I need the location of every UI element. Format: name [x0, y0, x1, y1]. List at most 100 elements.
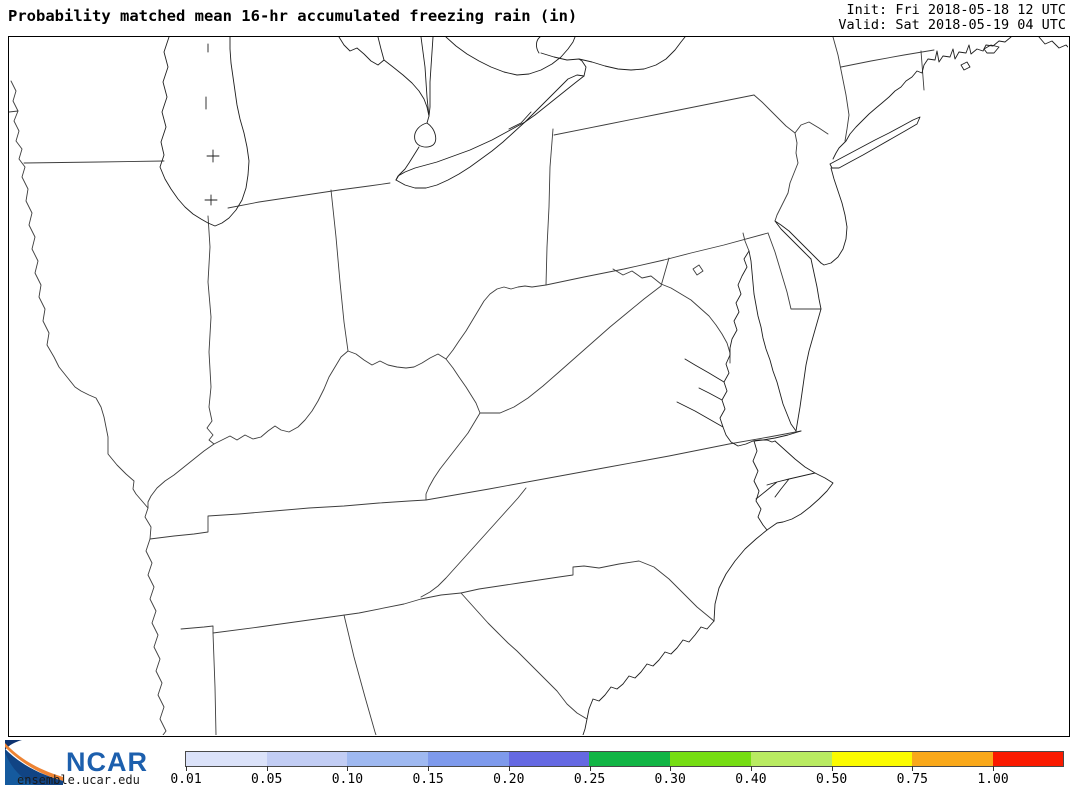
- delaware-bay: [774, 220, 822, 264]
- ncar-logo-orange-arc: [5, 743, 63, 781]
- long-island: [829, 116, 921, 169]
- colorbar-segment: [186, 752, 267, 766]
- lake-michigan-graticule-ticks: [204, 43, 220, 206]
- york-river-inlet: [698, 387, 723, 401]
- map-panel: [8, 36, 1070, 737]
- colorbar-segment: [750, 752, 832, 766]
- colorbar-segments: [186, 752, 1063, 766]
- colorbar-tick-label: 0.25: [573, 772, 606, 787]
- valid-time: Valid: Sat 2018-05-19 04 UTC: [838, 17, 1066, 33]
- pamlico-sound-lines: [755, 472, 816, 500]
- georgian-bay-arc: [445, 37, 576, 76]
- virginia-northcarolina-border: [425, 430, 802, 501]
- page-title: Probability matched mean 16-hr accumulat…: [8, 7, 578, 25]
- colorbar-segment: [589, 752, 671, 766]
- colorbar-tick-label: 0.30: [654, 772, 686, 787]
- carolina-mainland-shore: [752, 440, 768, 531]
- colorbar-tick: [266, 766, 268, 771]
- coastlines-and-lakes: [159, 37, 1068, 735]
- westvirginia-virginia-border: [479, 285, 662, 414]
- colorbar-tick-label: 0.75: [896, 772, 928, 787]
- kentucky-tennessee-border: [149, 499, 427, 540]
- saginaw-bay: [338, 37, 385, 66]
- colorbar-tick: [589, 766, 591, 771]
- init-time: Init: Fri 2018-05-18 12 UTC: [846, 2, 1066, 18]
- northcarolina-southcarolina-border: [460, 560, 715, 622]
- ncar-logo-blue-body: [5, 749, 63, 785]
- ohio-river-lower: [147, 443, 215, 509]
- colorbar-segment: [508, 752, 590, 766]
- new-england-coast: [832, 37, 1012, 160]
- lake-ontario: [536, 37, 686, 71]
- colorbar-tick: [912, 766, 914, 771]
- long-point-spit: [508, 111, 532, 130]
- run-times: Init: Fri 2018-05-18 12 UTC Valid: Sat 2…: [838, 3, 1066, 33]
- outer-banks: [713, 440, 834, 622]
- ncar-logo-shade: [5, 749, 63, 785]
- newyork-connecticut-border: [832, 37, 850, 142]
- albemarle-sound: [753, 430, 802, 442]
- lake-huron-canada-shore: [428, 37, 434, 117]
- colorbar-segment: [266, 752, 348, 766]
- dc-square: [692, 264, 704, 276]
- kentucky-virginia-border: [425, 412, 481, 501]
- ncar-wordmark: NCAR: [66, 747, 148, 777]
- us-states-map: [9, 37, 1068, 735]
- chesapeake-east-shore: [748, 250, 797, 432]
- niagara-river: [578, 58, 587, 77]
- susquehanna-river: [742, 232, 750, 252]
- colorbar-tick-label: 1.00: [977, 772, 1009, 787]
- pennsylvania-newyork-border: [553, 94, 755, 136]
- michigan-thumb-shore: [383, 59, 430, 117]
- lake-st-clair: [414, 122, 437, 148]
- rhodeisland-islands: [960, 44, 1000, 71]
- colorbar-segment: [992, 752, 1063, 766]
- lake-michigan: [159, 37, 250, 227]
- delaware-river-border: [753, 94, 799, 222]
- lake-erie-north-shore: [395, 75, 585, 181]
- colorbar-segment: [831, 752, 913, 766]
- mason-dixon-border: [545, 232, 769, 286]
- colorbar-tick-label: 0.50: [815, 772, 848, 787]
- ncar-logo: [5, 740, 63, 785]
- connecticut-massachusetts-border: [840, 49, 935, 68]
- southcarolina-georgia-coast: [582, 620, 715, 735]
- delmarva-atlantic-coast: [795, 258, 822, 432]
- colorbar-tick-label: 0.40: [735, 772, 767, 787]
- tennessee-northcarolina-border: [420, 487, 527, 598]
- colorbar-tick-label: 0.10: [331, 772, 364, 787]
- colorbar-tick: [670, 766, 672, 771]
- indiana-ohio-border: [330, 189, 349, 352]
- chesapeake-west-shore: [719, 250, 776, 447]
- maine-coast-stub: [1038, 37, 1068, 49]
- colorbar-segment: [428, 752, 509, 766]
- maryland-delaware-border: [767, 232, 822, 310]
- colorbar-tick: [750, 766, 752, 771]
- georgia-southcarolina-border: [460, 592, 588, 720]
- illinois-indiana-border: [206, 215, 215, 445]
- michigan-south-border: [227, 182, 391, 209]
- state-borders: [9, 37, 935, 735]
- colorbar-tick: [428, 766, 430, 771]
- potomac-maryland-virginia-border: [612, 268, 731, 364]
- ohio-river: [213, 284, 547, 445]
- mississippi-river: [10, 80, 167, 735]
- colorbar-tick: [347, 766, 349, 771]
- mississippi-alabama-border: [212, 632, 217, 735]
- pennsylvania-west-border: [545, 128, 554, 286]
- colorbar-tick: [831, 766, 833, 771]
- newyork-newjersey-border: [794, 121, 829, 135]
- colorbar-tick: [186, 766, 187, 771]
- border-stub-west: [9, 110, 19, 113]
- site-url: ensemble.ucar.edu: [17, 773, 140, 787]
- colorbar-tick-label: 0.05: [251, 772, 283, 787]
- colorbar-tick: [993, 766, 994, 771]
- lake-erie-south-shore: [395, 74, 585, 189]
- tennessee-south-border: [180, 592, 462, 634]
- ncar-logo-navy-wedge: [5, 740, 22, 750]
- westvirginia-panhandle: [660, 257, 670, 287]
- colorbar-tick-label: 0.20: [493, 772, 525, 787]
- colorbar-segment: [347, 752, 429, 766]
- new-jersey-coast: [820, 167, 848, 266]
